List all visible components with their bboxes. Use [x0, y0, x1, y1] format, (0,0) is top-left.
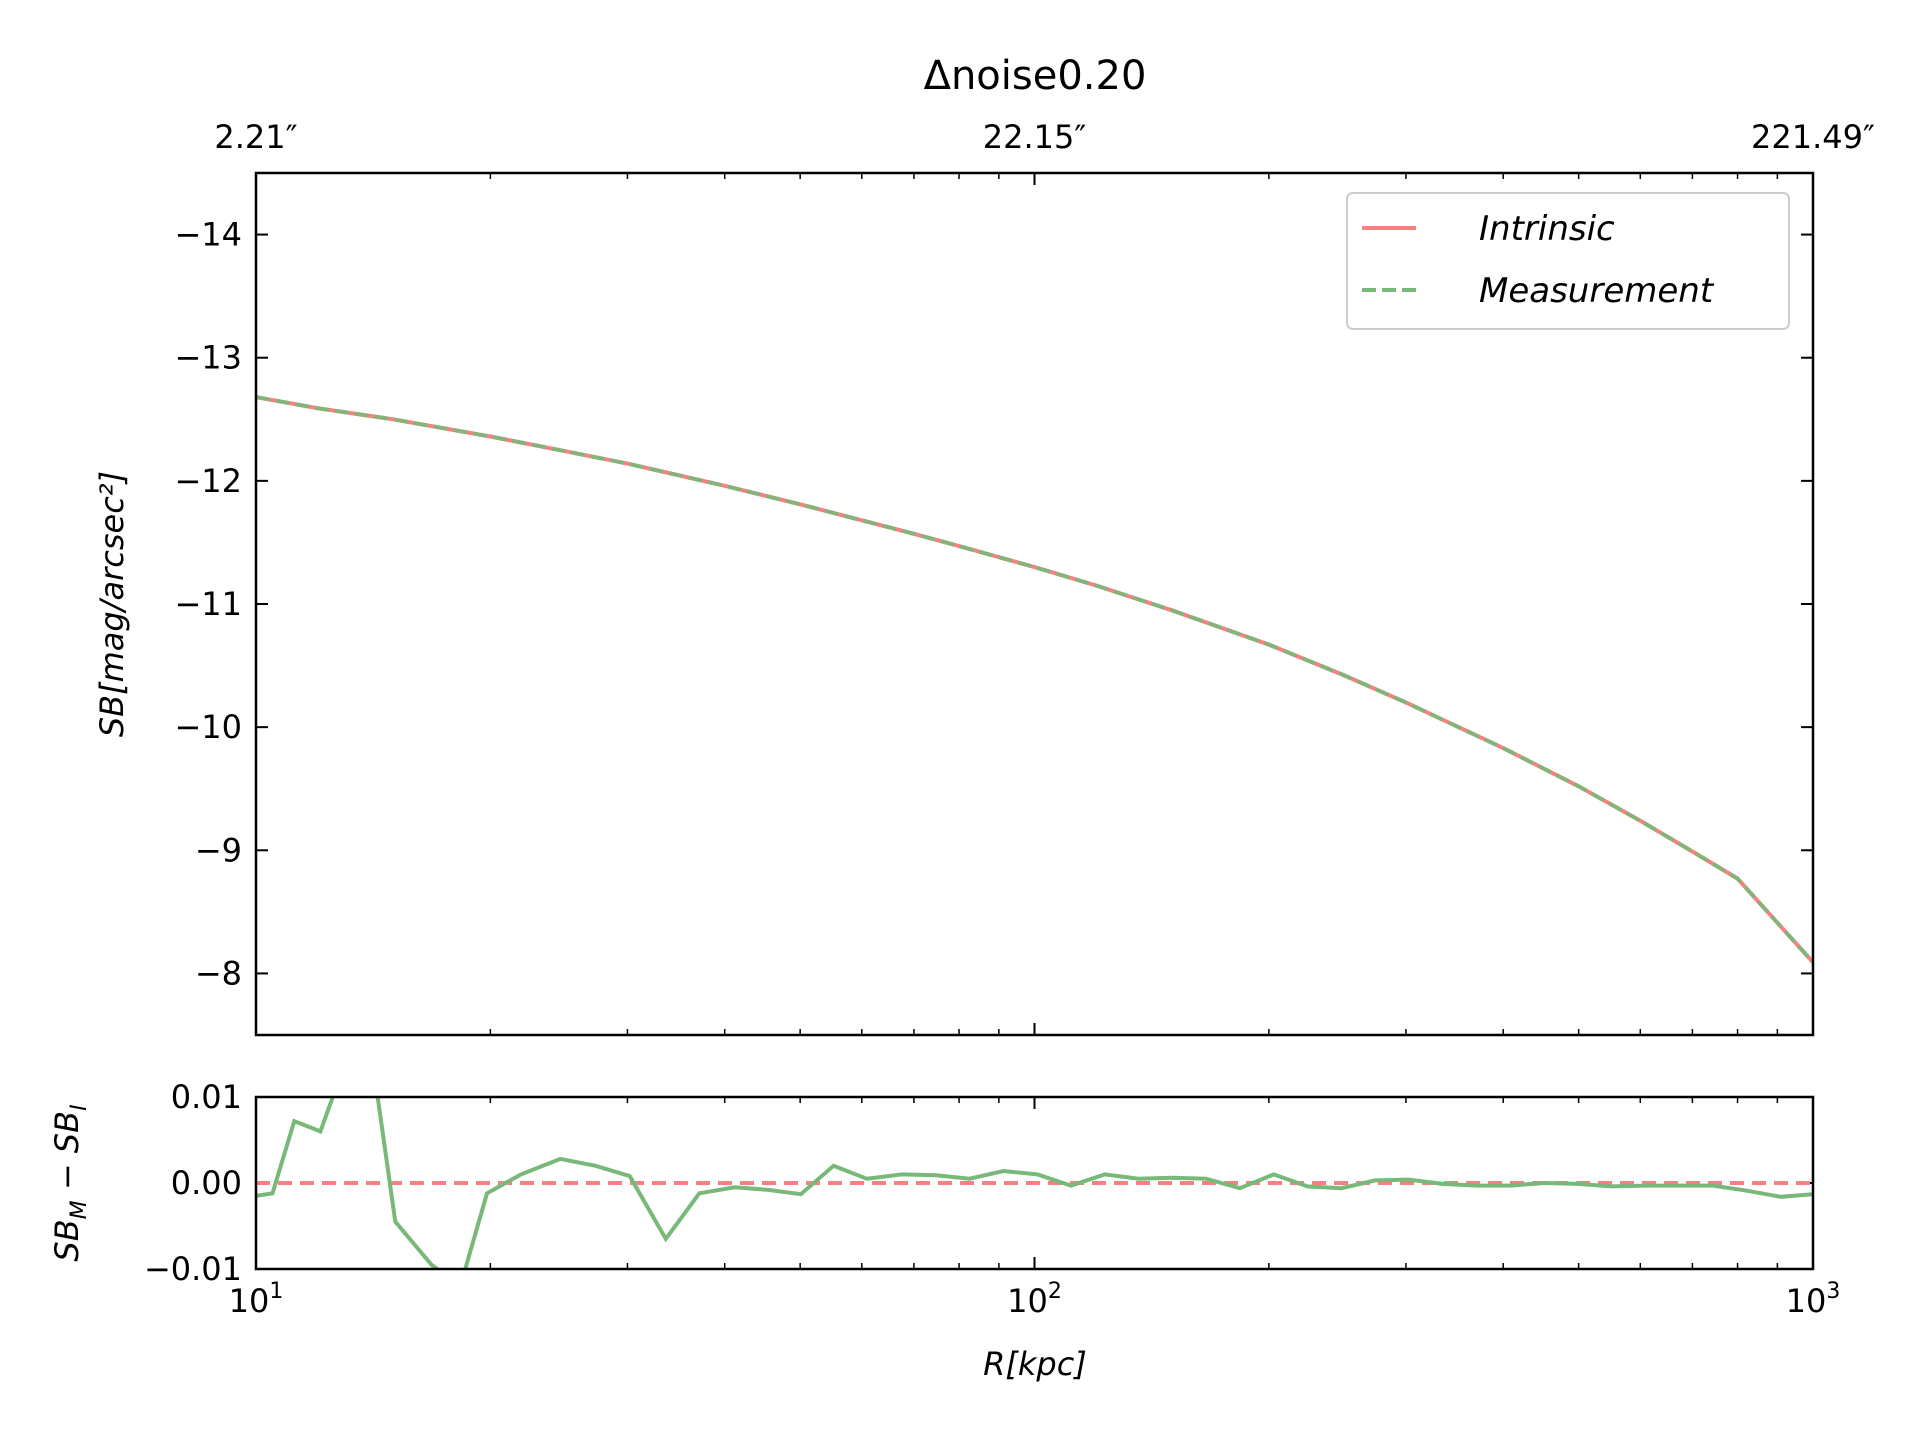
main-y-tick-label: −9	[195, 831, 242, 869]
residual-x-tick-label: 103	[1786, 1279, 1841, 1320]
residual-y-tick-label: 0.00	[171, 1164, 242, 1202]
main-y-tick-label: −10	[174, 708, 242, 746]
secondary-x-tick-label: 221.49″	[1751, 118, 1875, 156]
legend-label-intrinsic: Intrinsic	[1479, 209, 1615, 249]
residual-y-tick-label: 0.01	[171, 1078, 242, 1116]
residual-y-tick-label: −0.01	[144, 1250, 242, 1288]
series-line-measurement	[256, 395, 1813, 964]
residual-y-axis-label: SBM − SBI	[48, 1104, 92, 1261]
legend: Intrinsic Measurement	[1346, 192, 1790, 330]
main-panel: 2.21″ 22.15″ 221.49″ −14 −13 −12 −11 −10 −9 −8 SB…	[93, 118, 1875, 1037]
secondary-x-tick-label: 22.15″	[983, 118, 1087, 156]
chart-title: Δnoise0.20	[924, 53, 1147, 99]
main-y-tick-label: −13	[174, 339, 242, 377]
residual-lines	[256, 1097, 1813, 1269]
main-lines	[256, 395, 1813, 964]
main-y-tick-label: −8	[195, 954, 242, 992]
main-ticks: 2.21″ 22.15″ 221.49″ −14 −13 −12 −11 −10 −9 −8	[174, 118, 1875, 1035]
residual-axes-frame	[254, 1095, 1815, 1271]
legend-label-measurement: Measurement	[1479, 271, 1715, 311]
residual-x-tick-label: 101	[229, 1279, 284, 1320]
main-axes-frame	[254, 171, 1815, 1037]
residual-panel: −0.01 0.00 0.01 101 102 103 SBM − SBI R[kpc]	[48, 1078, 1840, 1383]
residual-line-residual	[256, 1097, 1813, 1269]
residual-ticks: −0.01 0.00 0.01 101 102 103	[144, 1078, 1840, 1320]
main-y-tick-label: −12	[174, 462, 242, 500]
residual-x-axis-label: R[kpc]	[983, 1345, 1087, 1383]
main-y-tick-label: −11	[174, 585, 242, 623]
secondary-x-tick-label: 2.21″	[214, 118, 297, 156]
main-y-tick-label: −14	[174, 216, 242, 254]
legend-box	[1346, 192, 1790, 330]
main-y-axis-label: SB[mag/arcsec²]	[93, 471, 131, 737]
residual-x-tick-label: 102	[1007, 1279, 1062, 1320]
